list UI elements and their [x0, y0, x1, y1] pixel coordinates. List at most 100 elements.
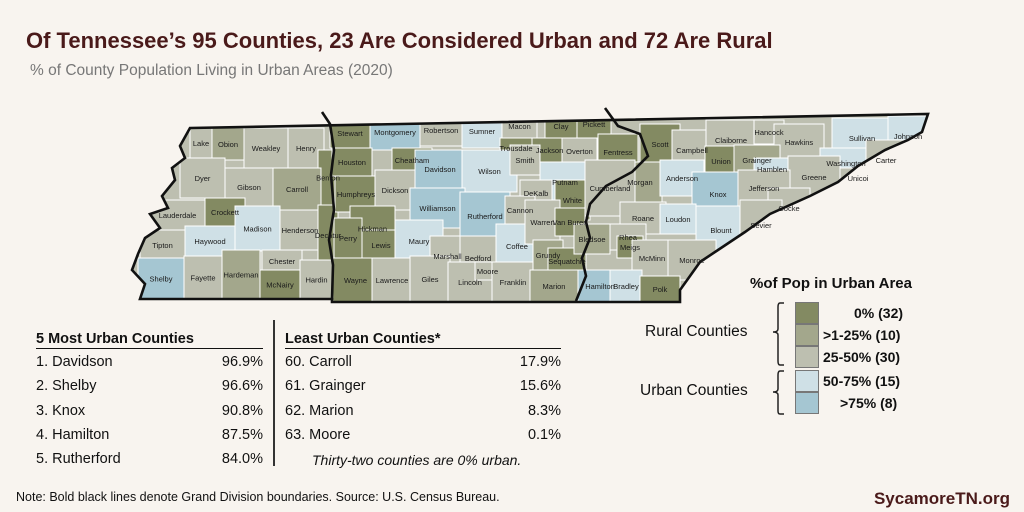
- county-smith: [509, 144, 541, 176]
- county-lewis: [361, 229, 401, 261]
- table-row: 60. Carroll 17.9%: [285, 354, 561, 378]
- table-row: 1. Davidson 96.9%: [36, 354, 263, 378]
- county-label-van-buren: Van Buren: [553, 218, 588, 227]
- county-label-hardeman: Hardeman: [223, 271, 258, 280]
- urban-percent: 96.9%: [221, 354, 263, 370]
- county-label-weakley: Weakley: [252, 144, 281, 153]
- table-row: 63. Moore 0.1%: [285, 427, 561, 451]
- county-label-lauderdale: Lauderdale: [159, 211, 197, 220]
- county-label-bledsoe: Bledsoe: [578, 235, 605, 244]
- county-franklin: [491, 261, 535, 302]
- county-label-putnam: Putnam: [552, 178, 578, 187]
- county-dickson: [374, 169, 416, 211]
- county-label-carroll: Carroll: [286, 185, 308, 194]
- county-label-lawrence: Lawrence: [376, 276, 409, 285]
- county-label-overton: Overton: [566, 147, 593, 156]
- county-label-clay: Clay: [553, 122, 568, 131]
- county-label-sequatchie: Sequatchie: [548, 257, 586, 266]
- county-name: 4. Hamilton: [36, 426, 110, 443]
- county-label-davidson: Davidson: [424, 165, 455, 174]
- urban-percent: 96.6%: [221, 378, 263, 395]
- county-hawkins: [773, 123, 825, 161]
- county-label-franklin: Franklin: [500, 278, 527, 287]
- legend-braces: [772, 302, 784, 415]
- urban-brace: [772, 370, 784, 415]
- county-label-mcminn: McMinn: [639, 254, 665, 263]
- legend-title: %of Pop in Urban Area: [750, 275, 912, 292]
- county-houston: [331, 147, 373, 177]
- least-urban-table-title: Least Urban Counties*: [285, 331, 561, 349]
- county-label-macon: Macon: [508, 122, 531, 131]
- most-urban-table: 5 Most Urban Counties 1. Davidson 96.9% 2…: [36, 331, 263, 475]
- least-urban-table: Least Urban Counties* 60. Carroll 17.9% 6…: [285, 331, 561, 468]
- county-label-marion: Marion: [543, 282, 566, 291]
- county-hardeman: [221, 249, 261, 300]
- county-fayette: [183, 255, 223, 300]
- county-bradley: [609, 269, 643, 302]
- legend-swatch-3: [795, 370, 819, 392]
- county-name: 2. Shelby: [36, 378, 97, 395]
- urban-percent: 17.9%: [519, 354, 561, 370]
- county-label-carter: Carter: [876, 156, 897, 165]
- county-label-fayette: Fayette: [190, 274, 215, 283]
- county-wilson: [461, 149, 518, 193]
- county-label-henderson: Henderson: [282, 226, 319, 235]
- county-marion: [529, 269, 579, 302]
- county-label-wayne: Wayne: [344, 276, 367, 285]
- county-label-loudon: Loudon: [665, 215, 690, 224]
- urban-percent: 84.0%: [221, 451, 263, 468]
- county-label-hawkins: Hawkins: [785, 138, 814, 147]
- county-name: 1. Davidson: [36, 354, 113, 370]
- urban-percent: 90.8%: [221, 402, 263, 419]
- legend-swatch-4: [795, 392, 819, 414]
- county-label-rhea: Rhea: [619, 233, 638, 242]
- county-label-hamblen: Hamblen: [757, 165, 787, 174]
- county-label-shelby: Shelby: [150, 275, 173, 284]
- county-label-sullivan: Sullivan: [849, 134, 875, 143]
- urban-percent: 87.5%: [221, 426, 263, 443]
- table-row: 3. Knox 90.8%: [36, 403, 263, 427]
- county-name: 61. Grainger: [285, 378, 366, 395]
- county-label-lake: Lake: [193, 139, 209, 148]
- county-label-marshall: Marshall: [433, 252, 462, 261]
- page-title: Of Tennessee’s 95 Counties, 23 Are Consi…: [26, 28, 773, 53]
- county-label-coffee: Coffee: [506, 242, 528, 251]
- table-divider: [273, 320, 275, 466]
- county-label-maury: Maury: [409, 237, 430, 246]
- legend-label-3: 50-75% (15): [823, 373, 901, 389]
- county-label-scott: Scott: [651, 140, 669, 149]
- urban-percent: 8.3%: [527, 402, 561, 419]
- county-label-gibson: Gibson: [237, 183, 261, 192]
- county-label-smith: Smith: [515, 156, 534, 165]
- legend-label-1: >1-25% (10): [823, 327, 901, 343]
- west-middle-division-line: [320, 111, 336, 301]
- source-note: Note: Bold black lines denote Grand Divi…: [16, 490, 500, 504]
- county-label-cocke: Cocke: [778, 204, 799, 213]
- county-name: 5. Rutherford: [36, 451, 121, 468]
- urban-counties-label: Urban Counties: [640, 382, 748, 399]
- county-lawrence: [371, 257, 413, 302]
- state-outline: [130, 112, 930, 304]
- county-giles: [409, 255, 451, 302]
- county-label-washington: Washington: [826, 159, 865, 168]
- county-label-mcnairy: McNairy: [266, 281, 294, 290]
- county-obion: [211, 127, 245, 161]
- county-label-houston: Houston: [338, 158, 366, 167]
- county-label-hardin: Hardin: [305, 276, 327, 285]
- county-hardin: [299, 259, 334, 300]
- county-loudon: [659, 203, 697, 235]
- county-label-lincoln: Lincoln: [458, 278, 482, 287]
- county-label-anderson: Anderson: [666, 174, 698, 183]
- county-label-tipton: Tipton: [152, 241, 173, 250]
- county-label-williamson: Williamson: [419, 204, 455, 213]
- county-carroll: [272, 167, 322, 211]
- urban-percent: 15.6%: [519, 378, 561, 395]
- table-row: 61. Grainger 15.6%: [285, 378, 561, 402]
- urban-percent: 0.1%: [527, 426, 561, 443]
- page-subtitle: % of County Population Living in Urban A…: [30, 62, 393, 79]
- least-urban-footnote: Thirty-two counties are 0% urban.: [312, 452, 522, 469]
- table-row: 2. Shelby 96.6%: [36, 378, 263, 402]
- county-label-madison: Madison: [243, 225, 271, 234]
- county-label-claiborne: Claiborne: [715, 136, 747, 145]
- rural-counties-label: Rural Counties: [645, 323, 748, 340]
